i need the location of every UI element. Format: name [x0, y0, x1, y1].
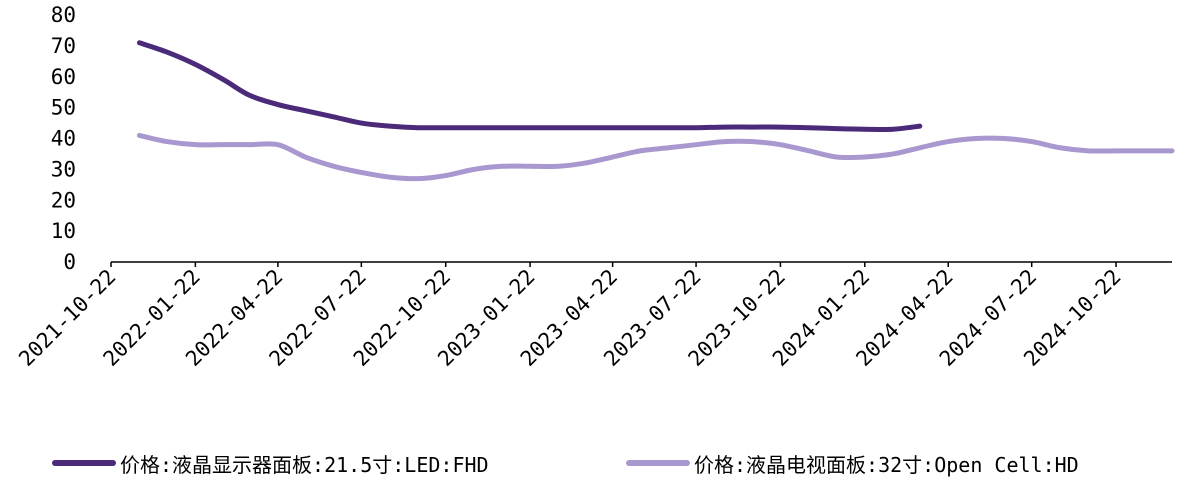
- legend-label-series-1: 价格:液晶显示器面板:21.5寸:LED:FHD: [120, 452, 489, 477]
- legend-item-series-2: 价格:液晶电视面板:32寸:Open Cell:HD: [626, 446, 1079, 480]
- y-tick-label: 10: [51, 219, 76, 243]
- y-tick-label: 80: [51, 3, 76, 27]
- y-tick-label: 20: [51, 188, 76, 212]
- x-axis-ticks: 2021-10-222022-01-222022-04-222022-07-22…: [14, 265, 1125, 371]
- y-tick-label: 30: [51, 157, 76, 181]
- legend: 价格:液晶显示器面板:21.5寸:LED:FHD 价格:液晶电视面板:32寸:O…: [0, 446, 1185, 480]
- y-tick-label: 40: [51, 127, 76, 151]
- series-line-1: [136, 40, 923, 132]
- legend-item-series-1: 价格:液晶显示器面板:21.5寸:LED:FHD: [52, 446, 489, 480]
- x-axis-tick-marks: [110, 262, 1117, 267]
- y-tick-label: 50: [51, 96, 76, 120]
- legend-swatch-series-1: [52, 460, 116, 466]
- y-tick-label: 0: [63, 250, 76, 274]
- series-lines: [136, 40, 1175, 182]
- y-axis-ticks: 0 10 20 30 40 50 60 70 80: [51, 3, 76, 274]
- y-tick-label: 60: [51, 65, 76, 89]
- legend-label-series-2: 价格:液晶电视面板:32寸:Open Cell:HD: [694, 452, 1079, 477]
- series-line-2: [136, 132, 1175, 182]
- legend-swatch-series-2: [626, 460, 690, 466]
- y-tick-label: 70: [51, 34, 76, 58]
